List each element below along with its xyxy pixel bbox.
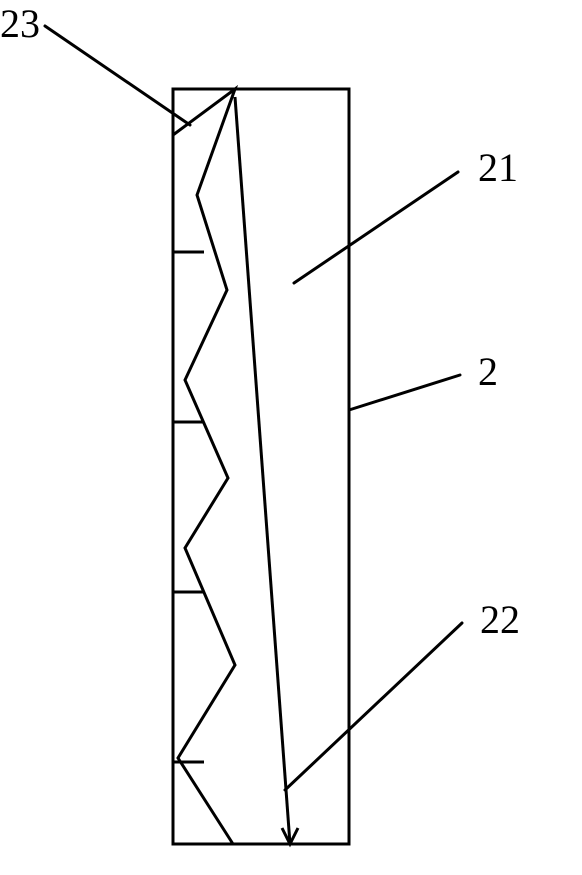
diagram-root: 23 21 2 22	[0, 0, 582, 875]
label-23: 23	[0, 4, 40, 44]
label-22: 22	[480, 600, 520, 640]
label-21: 21	[478, 148, 518, 188]
label-2: 2	[478, 352, 498, 392]
diagram-svg	[0, 0, 582, 875]
